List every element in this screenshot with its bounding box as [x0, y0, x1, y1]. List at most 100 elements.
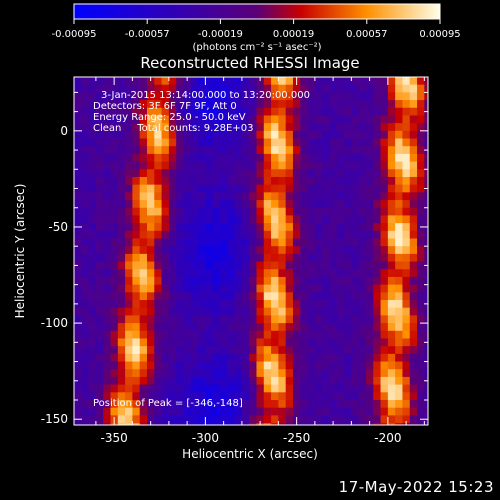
heatmap-cell [344, 315, 352, 324]
heatmap-cell [139, 230, 148, 240]
heatmap-cell [249, 269, 258, 278]
heatmap-cell [125, 84, 133, 93]
heatmap-cell [424, 346, 428, 355]
heatmap-cell [300, 161, 309, 170]
heatmap-cell [271, 315, 279, 324]
heatmap-cell [190, 184, 199, 193]
heatmap-cell [176, 292, 185, 301]
heatmap-cell [409, 138, 418, 147]
heatmap-cell [227, 161, 236, 170]
heatmap-cell [139, 92, 148, 101]
heatmap-cell [219, 184, 228, 193]
heatmap-cell [351, 84, 360, 93]
heatmap-cell [395, 330, 404, 340]
heatmap-cell [322, 423, 331, 425]
heatmap-cell [336, 77, 345, 86]
heatmap-cell [263, 84, 272, 93]
heatmap-cell [198, 184, 206, 193]
heatmap-cell [89, 431, 97, 439]
heatmap-cell [395, 184, 404, 193]
heatmap-cell [88, 215, 97, 224]
heatmap-cell [146, 323, 155, 332]
heatmap-cell [314, 376, 323, 386]
heatmap-cell [373, 346, 382, 355]
heatmap-cell [402, 392, 411, 401]
heatmap-cell [417, 169, 425, 178]
heatmap-cell [344, 200, 352, 209]
heatmap-cell [154, 100, 163, 109]
heatmap-cell [365, 400, 374, 409]
heatmap-cell [409, 115, 418, 124]
heatmap-cell [154, 384, 163, 393]
heatmap-cell [409, 246, 418, 255]
heatmap-cell [417, 407, 425, 416]
heatmap-cell [183, 107, 192, 117]
heatmap-cell [336, 284, 345, 293]
chart-title: Reconstructed RHESSI Image [140, 54, 359, 72]
heatmap-cell [402, 176, 411, 186]
heatmap-cell [125, 284, 133, 293]
heatmap-cell [314, 300, 323, 309]
heatmap-cell [168, 115, 177, 124]
heatmap-cell [234, 207, 243, 217]
heatmap-cell [300, 184, 309, 193]
heatmap-cell [329, 138, 338, 147]
heatmap-cell [380, 338, 389, 347]
heatmap-cell [285, 323, 294, 332]
heatmap-cell [110, 276, 119, 286]
heatmap-cell [176, 153, 185, 163]
heatmap-cell [249, 107, 258, 117]
heatmap-cell [176, 300, 185, 309]
heatmap-cell [285, 130, 294, 140]
heatmap-cell [168, 200, 177, 209]
heatmap-cell [344, 292, 352, 301]
heatmap-cell [198, 238, 206, 247]
heatmap-cell [373, 92, 382, 101]
heatmap-cell [183, 338, 192, 347]
heatmap-cell [292, 300, 301, 309]
heatmap-cell [74, 246, 82, 255]
heatmap-cell [395, 84, 404, 93]
heatmap-cell [183, 415, 192, 424]
heatmap-cell [263, 246, 272, 255]
colorbar-ticks: -0.00095 -0.00057 -0.00019 0.00019 0.00057 0.… [52, 19, 461, 40]
heatmap-cell [351, 169, 360, 178]
heatmap-cell [241, 353, 250, 363]
heatmap-cell [81, 100, 90, 109]
heatmap-cell [395, 153, 404, 163]
heatmap-cell [402, 431, 410, 439]
heatmap-cell [125, 100, 133, 109]
heatmap-cell [292, 376, 301, 386]
heatmap-cell [81, 284, 90, 293]
heatmap-cell [249, 238, 258, 247]
heatmap-cell [292, 392, 301, 401]
heatmap-cell [205, 300, 214, 309]
heatmap-cell [74, 284, 82, 293]
heatmap-cell [292, 238, 301, 247]
heatmap-cell [103, 138, 112, 147]
heatmap-cell [205, 184, 214, 193]
heatmap-cell [424, 315, 428, 324]
heatmap-cell [402, 215, 411, 224]
heatmap-cell [103, 84, 112, 93]
heatmap-cell [110, 192, 119, 201]
heatmap-cell [300, 77, 309, 86]
heatmap-cell [322, 338, 331, 347]
heatmap-cell [249, 161, 258, 170]
heatmap-cell [358, 376, 367, 386]
heatmap-cell [271, 307, 279, 317]
heatmap-cell [285, 215, 294, 224]
heatmap-cell [117, 161, 126, 170]
heatmap-cell [146, 223, 155, 232]
heatmap-cell [300, 107, 309, 117]
heatmap-cell [241, 292, 250, 301]
heatmap-cell [329, 238, 338, 247]
heatmap-cell [81, 338, 90, 347]
heatmap-cell [74, 253, 82, 263]
heatmap-cell [351, 246, 360, 255]
heatmap-cell [110, 146, 119, 155]
heatmap-cell [322, 138, 331, 147]
heatmap-cell [409, 92, 418, 101]
heatmap-cell [190, 315, 199, 324]
heatmap-cell [278, 284, 287, 293]
